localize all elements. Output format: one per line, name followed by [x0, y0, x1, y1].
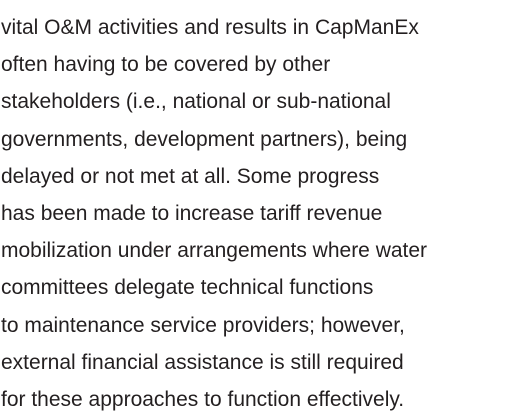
paragraph: vital O&M activities and results in CapM…	[0, 9, 531, 412]
text-line: governments, development partners), bein…	[1, 127, 408, 151]
text-line: to maintenance service providers; howeve…	[1, 313, 405, 337]
text-line: has been made to increase tariff revenue	[1, 202, 383, 226]
text-line: mobilization under arrangements where wa…	[1, 239, 428, 263]
text-line: often having to be covered by other	[1, 53, 331, 77]
text-line: committees delegate technical functions	[1, 276, 374, 300]
text-line: stakeholders (i.e., national or sub-nati…	[1, 90, 391, 114]
text-line: delayed or not met at all. Some progress	[1, 164, 380, 188]
text-line: external financial assistance is still r…	[1, 350, 404, 374]
text-line: vital O&M activities and results in CapM…	[1, 16, 419, 39]
text-line: for these approaches to function effecti…	[1, 388, 405, 412]
